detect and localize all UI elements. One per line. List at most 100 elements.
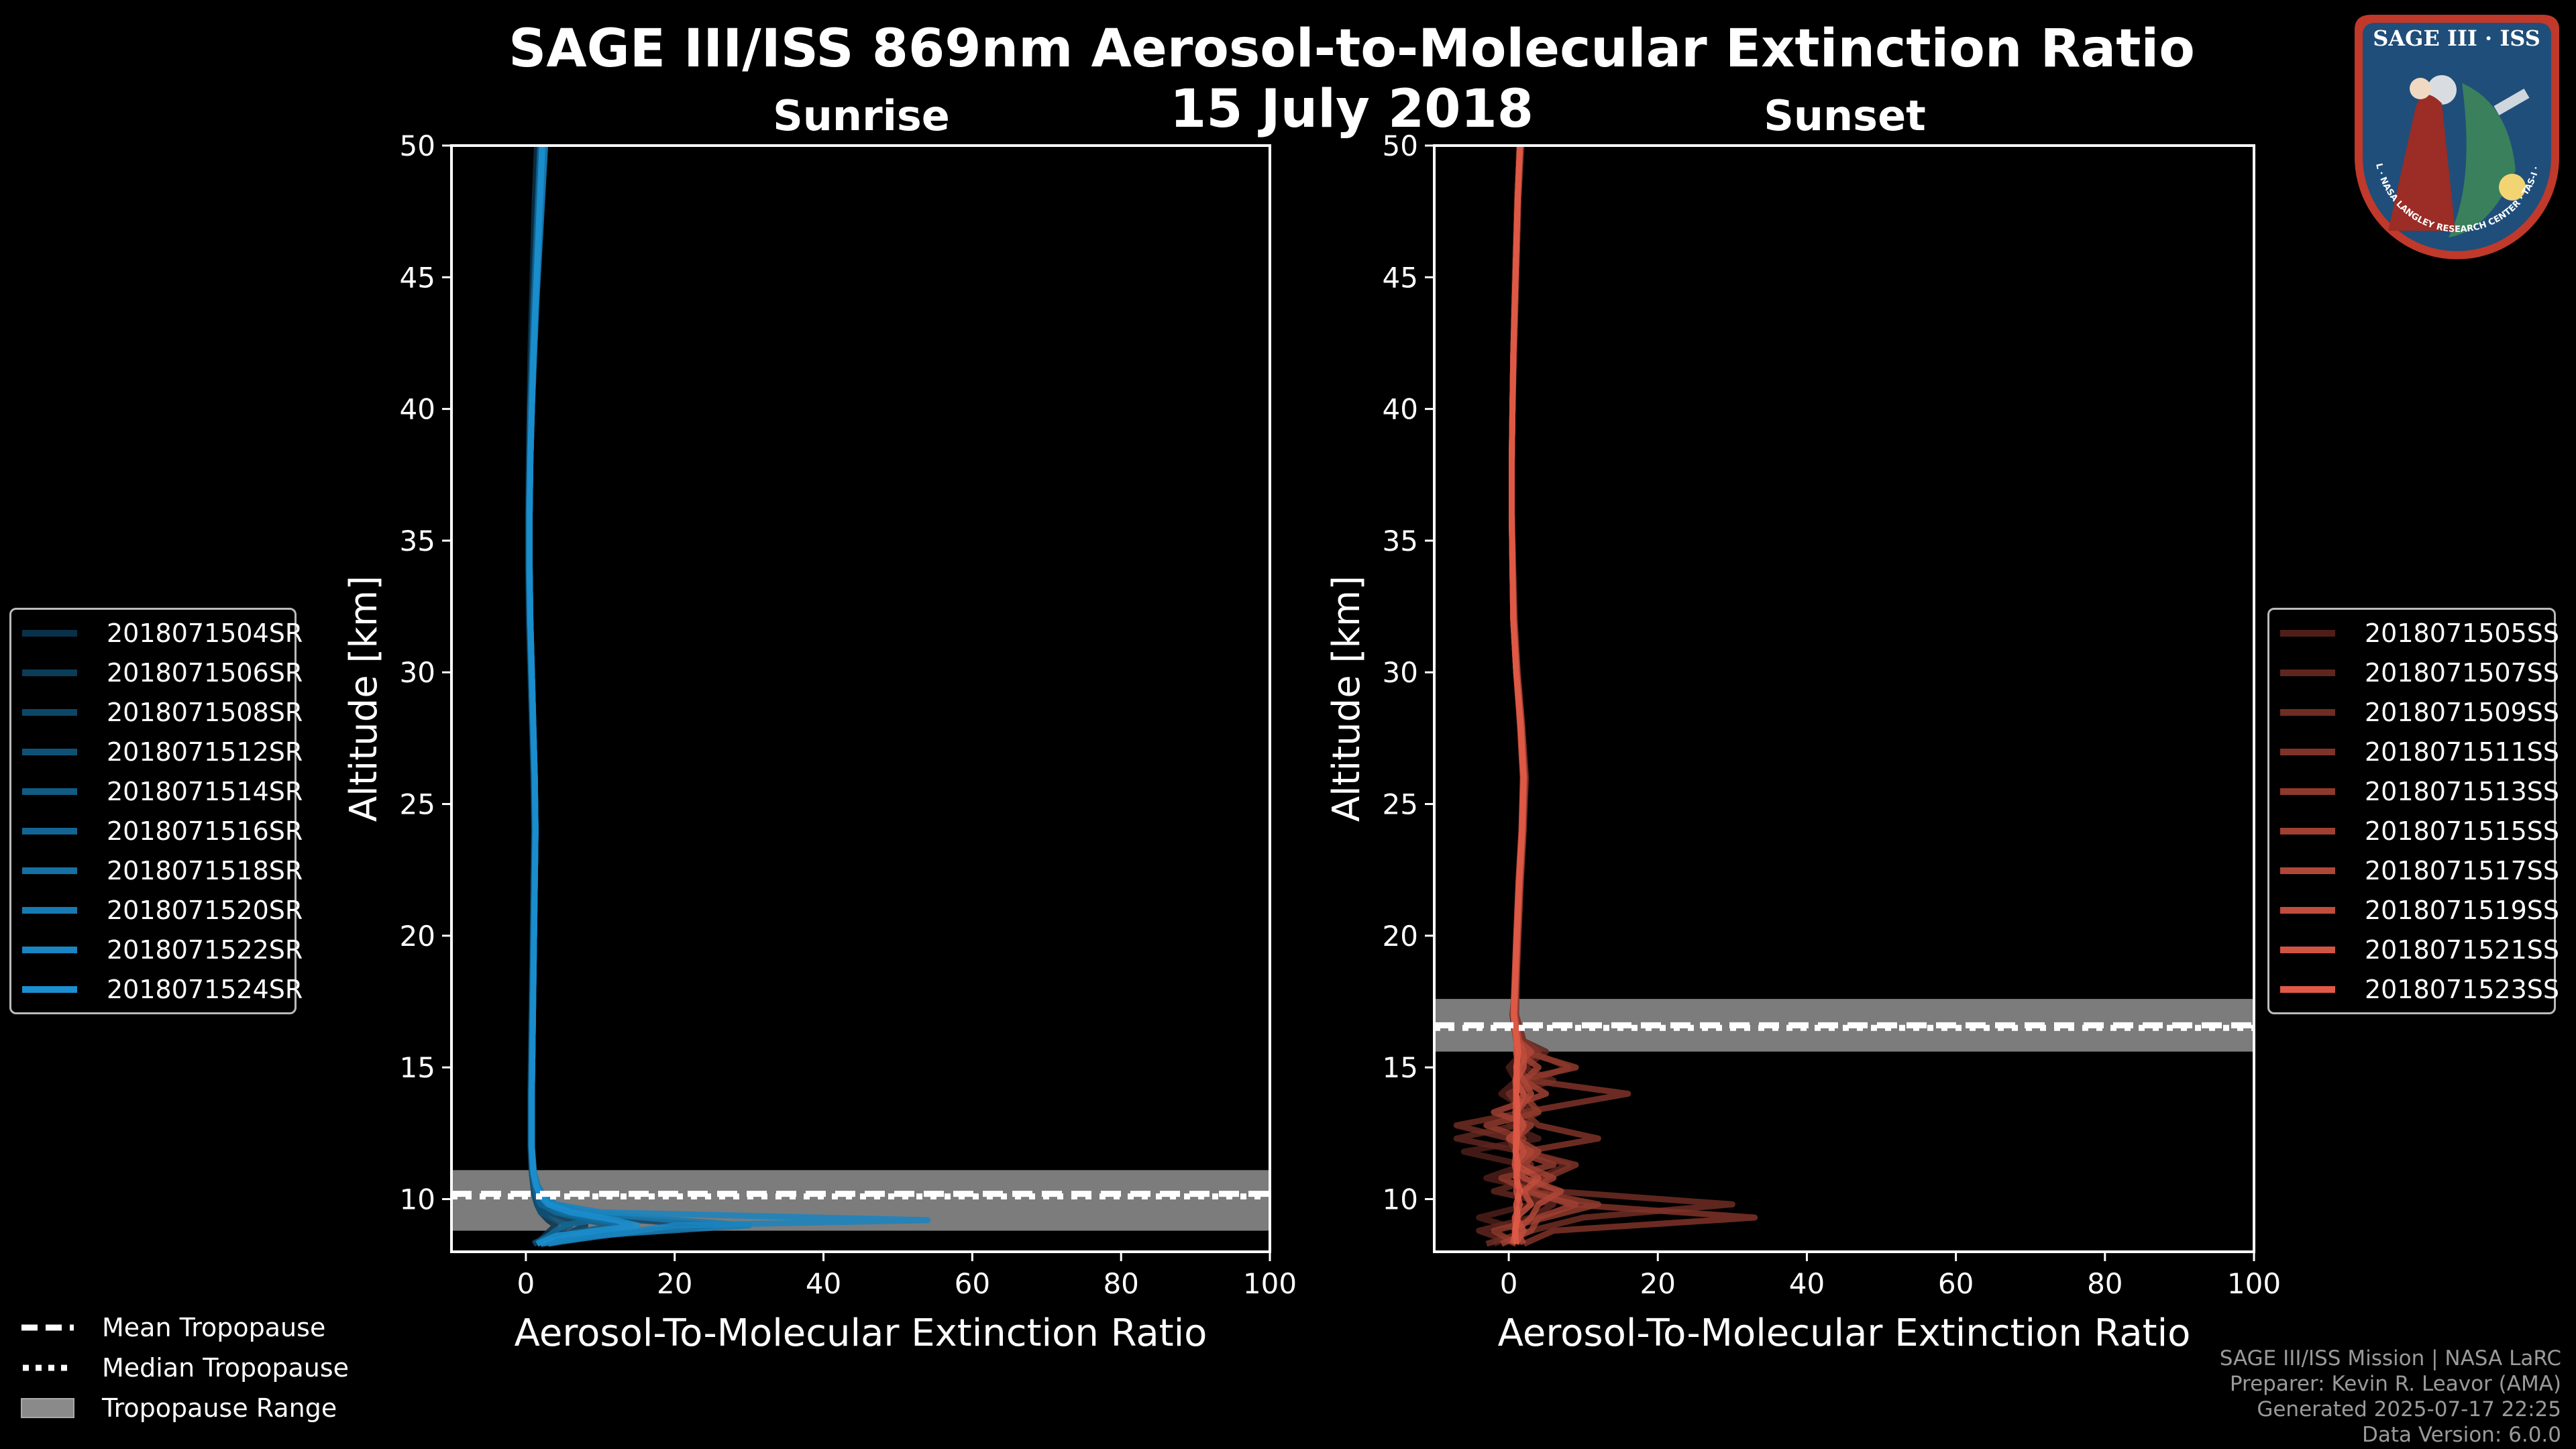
sunset-x-tick-label: 100 (2227, 1267, 2281, 1300)
sunrise-y-tick-label: 40 (400, 393, 435, 426)
legend-item: 2018071523SS (2269, 970, 2559, 1009)
sunset-series-2018071509SS (1453, 146, 1735, 1247)
legend-label: 2018071506SR (107, 658, 303, 688)
sunrise-series-2018071514SR (527, 146, 619, 1247)
sunset-x-tick-label: 40 (1789, 1267, 1825, 1300)
sunset-panel-title: Sunset (1764, 91, 1926, 140)
sunset-y-tick-label: 50 (1383, 129, 1418, 162)
sunrise-x-tick-label: 80 (1103, 1267, 1138, 1300)
sunset-x-tick-label: 0 (1500, 1267, 1518, 1300)
legend-item: 2018071521SS (2269, 930, 2559, 969)
sun-icon (2499, 174, 2526, 201)
sunrise-plot: 0 20 40 60 80 100 10 15 20 25 30 35 40 45 50 Aerosol-To… (342, 129, 1297, 1355)
legend-label: 2018071515SS (2365, 816, 2560, 846)
legend-label: 2018071505SS (2365, 619, 2560, 648)
legend-swatch (2280, 986, 2335, 993)
sunset-axes-frame (1433, 144, 2255, 1253)
legend-swatch (22, 788, 77, 795)
sunrise-series-2018071520SR (527, 146, 753, 1247)
legend-item: 2018071508SR (11, 693, 303, 732)
legend-label: 2018071523SS (2365, 975, 2560, 1004)
sunrise-axes-frame (450, 144, 1271, 1253)
legend-swatch (2280, 709, 2335, 716)
sunrise-y-tick-label: 10 (400, 1183, 435, 1216)
sunset-y-tick-label: 35 (1383, 525, 1418, 557)
sunset-y-tick-label: 10 (1383, 1183, 1418, 1216)
astronomer-figure-icon (2388, 95, 2455, 231)
figure-subtitle: 15 July 2018 (1169, 79, 1534, 140)
sunrise-y-tick-label: 15 (400, 1051, 435, 1084)
logo-title: SAGE III · ISS (2373, 25, 2540, 51)
legend-item: 2018071524SR (11, 970, 303, 1009)
legend-swatch (22, 907, 77, 914)
legend-item: 2018071514SR (11, 772, 303, 811)
legend-item: 2018071504SR (11, 614, 303, 653)
sunrise-y-tick-label: 35 (400, 525, 435, 557)
sunset-x-axis-label: Aerosol-To-Molecular Extinction Ratio (1498, 1311, 2191, 1355)
credits-version: Data Version: 6.0.0 (2361, 1423, 2561, 1447)
sunrise-series-2018071522SR (527, 146, 931, 1247)
legend-swatch (2280, 749, 2335, 755)
legend-label: 2018071521SS (2365, 935, 2560, 965)
sunset-legend: 2018071505SS 2018071507SS 2018071509SS 2… (2267, 608, 2560, 1014)
sunset-y-tick-label: 45 (1383, 261, 1418, 294)
legend-item-mean: Mean Tropopause (20, 1308, 325, 1347)
legend-label: 2018071517SS (2365, 856, 2560, 885)
sunset-y-tick-label: 20 (1383, 920, 1418, 953)
legend-swatch (22, 669, 77, 676)
legend-swatch (22, 867, 77, 874)
legend-item: 2018071509SS (2269, 693, 2559, 732)
credits-preparer: Preparer: Kevin R. Leavor (AMA) (2229, 1372, 2561, 1396)
legend-label: 2018071524SR (107, 975, 303, 1004)
credits-mission: SAGE III/ISS Mission | NASA LaRC (2219, 1346, 2561, 1371)
sunrise-y-tick-label: 45 (400, 261, 435, 294)
legend-swatch (2280, 867, 2335, 874)
sunrise-series-2018071508SR (527, 146, 715, 1247)
sunrise-y-tick-label: 25 (400, 788, 435, 821)
legend-label: Tropopause Range (102, 1393, 337, 1423)
legend-swatch (2280, 947, 2335, 953)
legend-item: 2018071513SS (2269, 772, 2559, 811)
legend-swatch (22, 828, 77, 835)
sunrise-y-tick-label: 50 (400, 129, 435, 162)
legend-label: Median Tropopause (102, 1353, 349, 1383)
legend-label: 2018071516SR (107, 816, 303, 846)
legend-item: 2018071506SR (11, 653, 303, 692)
tropopause-range-swatch (21, 1398, 74, 1418)
sunset-profiles (1453, 146, 1758, 1247)
legend-item: 2018071507SS (2269, 653, 2559, 692)
legend-swatch (22, 947, 77, 953)
sunset-x-tick-label: 80 (2087, 1267, 2123, 1300)
legend-label: 2018071520SR (107, 896, 303, 925)
sunset-y-tick-label: 15 (1383, 1051, 1418, 1084)
credits-generated: Generated 2025-07-17 22:25 (2257, 1397, 2561, 1421)
legend-label: 2018071509SS (2365, 698, 2560, 727)
figure-title: SAGE III/ISS 869nm Aerosol-to-Molecular … (508, 19, 2195, 79)
sunrise-legend: 2018071504SR 2018071506SR 2018071508SR 2… (9, 608, 303, 1014)
sunset-series-2018071523SS (1509, 146, 1527, 1244)
legend-swatch (22, 749, 77, 755)
sunrise-x-tick-label: 60 (955, 1267, 990, 1300)
legend-item: 2018071516SR (11, 812, 303, 851)
sunrise-x-tick-label: 40 (806, 1267, 841, 1300)
sunrise-y-axis-label: Altitude [km] (342, 576, 386, 822)
legend-item: 2018071522SR (11, 930, 303, 969)
sunrise-y-tick-label: 20 (400, 920, 435, 953)
mean-tropopause-swatch (21, 1324, 74, 1331)
legend-label: 2018071511SS (2365, 737, 2560, 767)
sunset-plot: 0 20 40 60 80 100 10 15 20 25 30 35 40 45 50 Aerosol-To… (1325, 129, 2281, 1355)
sunset-y-axis-label: Altitude [km] (1325, 576, 1368, 822)
sunrise-x-tick-label: 100 (1243, 1267, 1297, 1300)
legend-label: 2018071508SR (107, 698, 303, 727)
legend-label: 2018071513SS (2365, 777, 2560, 806)
earth-icon (2449, 83, 2516, 237)
legend-label: 2018071504SR (107, 619, 303, 648)
legend-swatch (22, 630, 77, 637)
legend-item: 2018071512SR (11, 733, 303, 771)
sunrise-x-tick-label: 20 (657, 1267, 692, 1300)
legend-swatch (2280, 788, 2335, 795)
legend-label: 2018071522SR (107, 935, 303, 965)
legend-item-range: Tropopause Range (20, 1389, 337, 1428)
sunrise-series-2018071524SR (527, 146, 641, 1247)
legend-item: 2018071519SS (2269, 891, 2559, 930)
